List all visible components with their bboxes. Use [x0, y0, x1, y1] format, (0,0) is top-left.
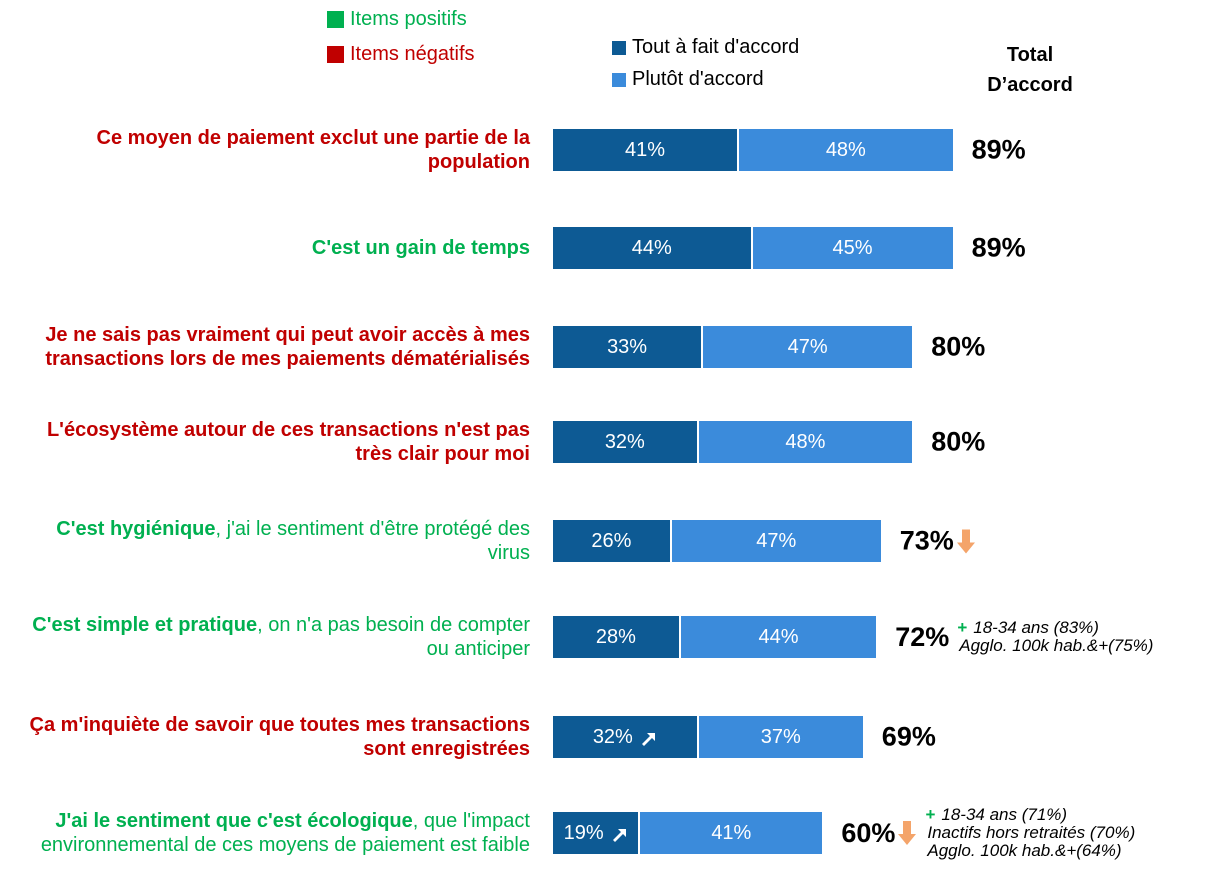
- legend-entry: Tout à fait d'accord: [612, 36, 799, 59]
- total-label: 89%: [971, 232, 1026, 263]
- bar-segment: 33%: [553, 326, 702, 368]
- annotation-lines: 18-34 ans (71%) Inactifs hors retraités (…: [927, 805, 1135, 860]
- bar-segment: 45%: [750, 227, 953, 269]
- category-regular: , on n'a pas besoin de compter ou antici…: [257, 614, 530, 660]
- bar-value-label: 47%: [756, 529, 797, 552]
- category-bold: C'est simple et pratique: [32, 614, 258, 636]
- annotation-line: Agglo. 100k hab.&+(75%): [959, 636, 1154, 655]
- item-legend-entry: Items négatifs: [327, 43, 475, 66]
- category-bold: J'ai le sentiment que c'est écologique: [55, 810, 413, 832]
- annotation-line: Agglo. 100k hab.&+(64%): [927, 841, 1122, 860]
- legend-swatch: [612, 40, 626, 55]
- bar-value-label: 32%: [592, 725, 633, 748]
- legend-swatch: [612, 72, 626, 87]
- bar-segment: 19%: [553, 812, 639, 854]
- category-label: Je ne sais pas vraiment qui peut avoir a…: [10, 323, 530, 371]
- bar-value-label: 26%: [591, 529, 632, 552]
- annotation-marker: +: [925, 805, 936, 824]
- annotation: +18-34 ans (71%) Inactifs hors retraités …: [925, 806, 1135, 860]
- total: 89%: [972, 233, 1026, 264]
- bar-segment: 28%: [553, 616, 679, 658]
- category-bold: Je ne sais pas vraiment qui peut avoir a…: [45, 324, 530, 370]
- total: 72% +18-34 ans (83%) Agglo. 100k hab.&+(75…: [895, 619, 1153, 655]
- bar-value-label: 45%: [832, 236, 873, 259]
- category-bold: L'écosystème autour de ces transactions …: [46, 419, 530, 465]
- category-regular: , j'ai le sentiment d'être protégé des v…: [215, 518, 530, 564]
- bar-segment: 48%: [696, 421, 913, 463]
- legend-entry: Plutôt d'accord: [612, 68, 764, 91]
- total: 69%: [882, 722, 936, 753]
- annotation-line: 18-34 ans (83%): [973, 618, 1099, 637]
- legend-label: Items négatifs: [350, 43, 475, 65]
- bar-value-label: 32%: [604, 430, 645, 453]
- bar-value-label: 44%: [631, 236, 672, 259]
- bar-value-label: 33%: [607, 335, 648, 358]
- category-label: C'est un gain de temps: [10, 236, 530, 260]
- annotation-line: 18-34 ans (71%): [941, 805, 1068, 824]
- trend-down: [956, 529, 975, 553]
- trend-down: [898, 821, 917, 845]
- bar-segment: 44%: [678, 616, 877, 658]
- category-bold: C'est hygiénique: [56, 518, 216, 540]
- category-bold: Ça m'inquiète de savoir que toutes mes t…: [29, 714, 530, 760]
- category-label: Ça m'inquiète de savoir que toutes mes t…: [10, 713, 530, 761]
- bar-segment: 32%: [553, 716, 697, 758]
- bar-value-label: 44%: [758, 625, 799, 648]
- bar-value-label: 47%: [787, 335, 828, 358]
- trend-up: [612, 829, 626, 842]
- total-header-line: D’accord: [987, 74, 1073, 96]
- item-legend-entry: Items positifs: [327, 8, 467, 31]
- bar-value-label: 41%: [625, 138, 666, 161]
- category-bold: Ce moyen de paiement exclut une partie d…: [96, 127, 530, 173]
- bar-segment: 26%: [553, 520, 670, 562]
- total-label: 80%: [931, 331, 986, 362]
- bar-value-label: 48%: [785, 430, 826, 453]
- legend-label: Plutôt d'accord: [632, 68, 764, 90]
- category-label: J'ai le sentiment que c'est écologique, …: [10, 809, 530, 857]
- total-label: 73%: [899, 525, 954, 556]
- bar-segment: 41%: [553, 129, 738, 171]
- total-label: 69%: [881, 721, 936, 752]
- bar-segment: 47%: [669, 520, 881, 562]
- legend-label: Tout à fait d'accord: [632, 36, 800, 58]
- bar-segment: 48%: [737, 129, 953, 171]
- trend-up: [641, 733, 655, 746]
- total: 80%: [931, 332, 985, 363]
- total: 89%: [972, 135, 1026, 166]
- bar-value-label: 19%: [563, 821, 604, 844]
- total-label: 89%: [971, 134, 1026, 165]
- total-label: 72%: [895, 621, 950, 652]
- bar-value-label: 37%: [760, 725, 801, 748]
- legend-swatch: [327, 11, 344, 28]
- total-label: 80%: [931, 426, 986, 457]
- total: 60% +18-34 ans (71%) Inactifs hors retrait…: [841, 806, 1135, 860]
- category-label: L'écosystème autour de ces transactions …: [10, 418, 530, 466]
- total-header-line: Total: [1006, 44, 1054, 66]
- total: 80%: [931, 427, 985, 458]
- category-label: C'est simple et pratique, on n'a pas bes…: [10, 613, 530, 661]
- legend-label: Items positifs: [350, 8, 467, 30]
- annotation-line: Inactifs hors retraités (70%): [927, 823, 1136, 842]
- bar-segment: 37%: [696, 716, 863, 758]
- annotation: +18-34 ans (83%) Agglo. 100k hab.&+(75%): [957, 619, 1153, 655]
- bar-segment: 47%: [701, 326, 913, 368]
- annotation-lines: 18-34 ans (83%) Agglo. 100k hab.&+(75%): [959, 618, 1153, 655]
- bar-segment: 32%: [553, 421, 697, 463]
- category-label: C'est hygiénique, j'ai le sentiment d'êt…: [10, 517, 530, 565]
- bar-segment: 44%: [553, 227, 751, 269]
- bar-value-label: 41%: [711, 821, 752, 844]
- bar-value-label: 28%: [595, 625, 636, 648]
- total: 73%: [900, 526, 976, 557]
- legend-swatch: [327, 46, 344, 63]
- annotation-marker: +: [957, 618, 968, 637]
- category-regular: , que l'impact environnemental de ces mo…: [40, 810, 530, 856]
- category-bold: C'est un gain de temps: [311, 237, 530, 259]
- total-header: Total D’accord: [960, 40, 1100, 100]
- total-label: 60%: [841, 817, 896, 848]
- bar-value-label: 48%: [825, 138, 866, 161]
- bar-segment: 41%: [638, 812, 823, 854]
- category-label: Ce moyen de paiement exclut une partie d…: [10, 126, 530, 174]
